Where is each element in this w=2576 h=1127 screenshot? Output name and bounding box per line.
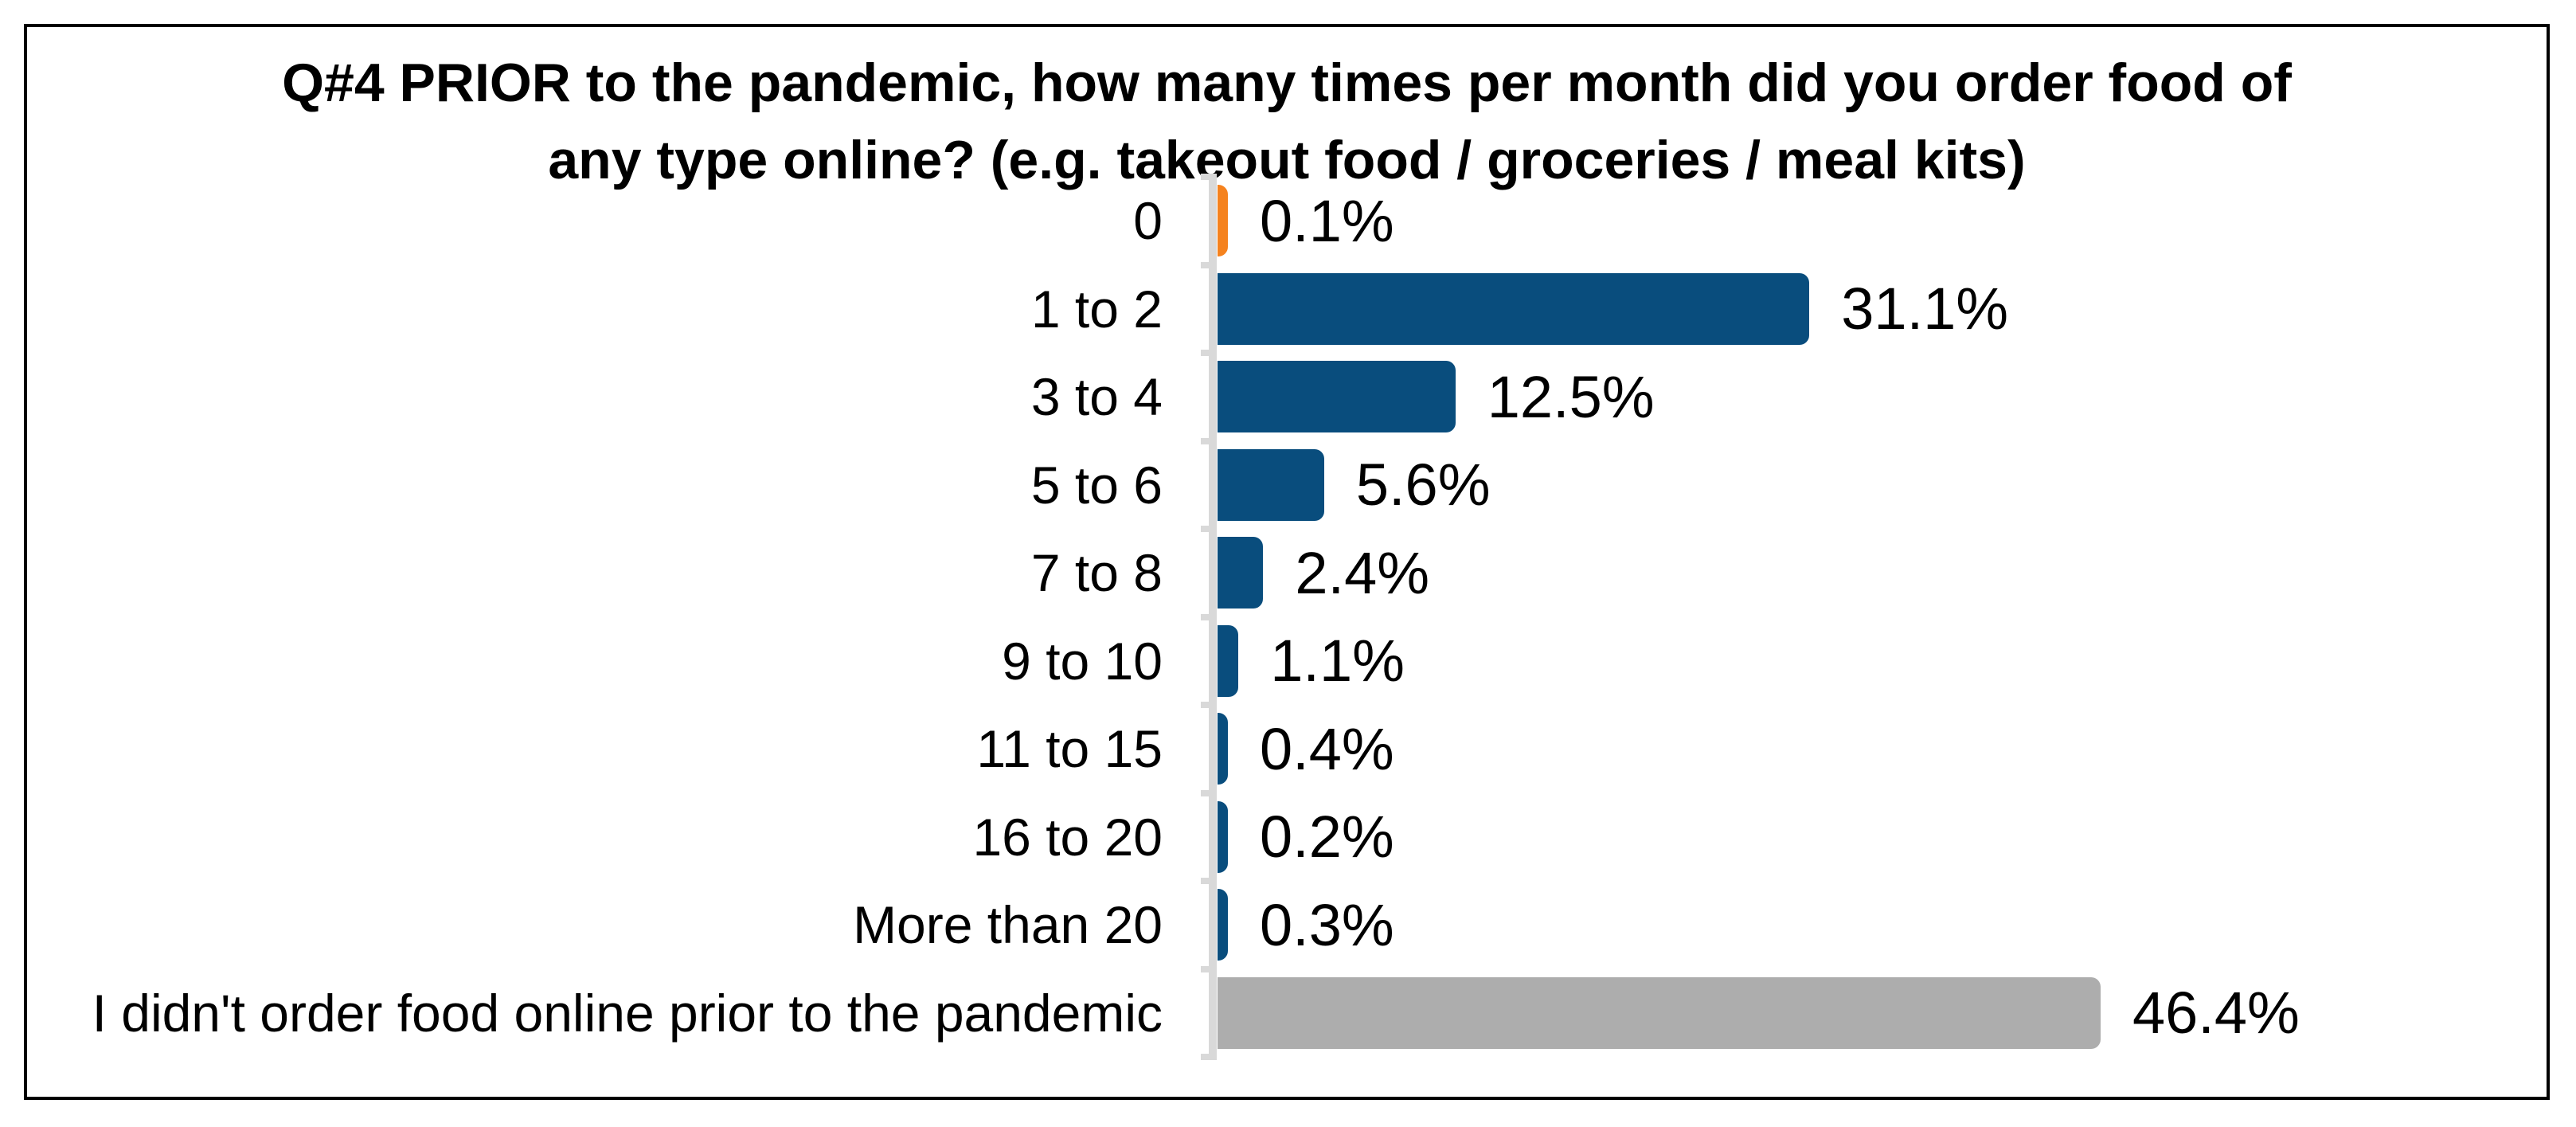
bar-row: 0 0.1%	[27, 177, 2547, 264]
axis-tick	[1201, 965, 1217, 972]
bar-row: I didn't order food online prior to the …	[27, 969, 2547, 1057]
bar-row: 7 to 8 2.4%	[27, 529, 2547, 616]
chart-title: Q#4 PRIOR to the pandemic, how many time…	[27, 45, 2547, 199]
value-label: 0.3%	[1260, 891, 1394, 958]
axis-tick	[1201, 261, 1217, 268]
bar	[1218, 713, 1228, 785]
axis-tick	[1201, 878, 1217, 884]
category-label: 7 to 8	[1030, 543, 1163, 602]
bar-row: 11 to 15 0.4%	[27, 705, 2547, 792]
bar	[1218, 361, 1456, 432]
category-label: 0	[1133, 191, 1163, 250]
bar-row: 1 to 2 31.1%	[27, 265, 2547, 353]
category-label: 16 to 20	[972, 807, 1163, 867]
bar-row: 9 to 10 1.1%	[27, 617, 2547, 705]
chart-title-line-1: Q#4 PRIOR to the pandemic, how many time…	[282, 53, 2292, 113]
category-label: I didn't order food online prior to the …	[92, 983, 1163, 1043]
bar	[1218, 272, 1810, 345]
chart-frame: Q#4 PRIOR to the pandemic, how many time…	[24, 24, 2550, 1100]
axis-tick	[1201, 526, 1217, 532]
bar	[1218, 448, 1324, 521]
bar	[1218, 976, 2101, 1049]
axis-tick	[1201, 350, 1217, 356]
bar-row: 3 to 4 12.5%	[27, 353, 2547, 440]
axis-tick	[1201, 613, 1217, 620]
category-label: 9 to 10	[1002, 631, 1163, 691]
bar-row: 5 to 6 5.6%	[27, 441, 2547, 529]
bar	[1218, 800, 1228, 873]
axis-tick	[1201, 437, 1217, 444]
value-label: 1.1%	[1270, 628, 1405, 694]
value-label: 0.1%	[1260, 187, 1394, 254]
axis-tick	[1201, 702, 1217, 708]
category-label: 5 to 6	[1030, 455, 1163, 515]
value-label: 0.4%	[1260, 715, 1394, 782]
value-label: 12.5%	[1487, 363, 1655, 430]
value-label: 2.4%	[1295, 539, 1430, 606]
value-label: 31.1%	[1841, 276, 2009, 342]
category-label: 3 to 4	[1030, 367, 1163, 426]
bar	[1218, 624, 1239, 697]
bar	[1218, 889, 1228, 961]
category-label: 1 to 2	[1030, 279, 1163, 338]
bar	[1218, 537, 1264, 609]
value-label: 5.6%	[1355, 452, 1491, 518]
chart-title-line-2: any type online? (e.g. takeout food / gr…	[548, 130, 2026, 190]
axis-tick	[1201, 1054, 1217, 1060]
value-label: 0.2%	[1260, 804, 1394, 870]
category-label: 11 to 15	[976, 719, 1163, 778]
axis-tick	[1201, 174, 1217, 180]
category-label: More than 20	[853, 895, 1163, 954]
bar-row: 16 to 20 0.2%	[27, 793, 2547, 881]
value-label: 46.4%	[2132, 980, 2300, 1046]
axis-tick	[1201, 789, 1217, 796]
plot-area: 0 0.1% 1 to 2 31.1% 3 to 4 12.5% 5 to 6 5.6% 7 t…	[27, 174, 2547, 1060]
bar-row: More than 20 0.3%	[27, 881, 2547, 969]
bar	[1218, 185, 1228, 256]
